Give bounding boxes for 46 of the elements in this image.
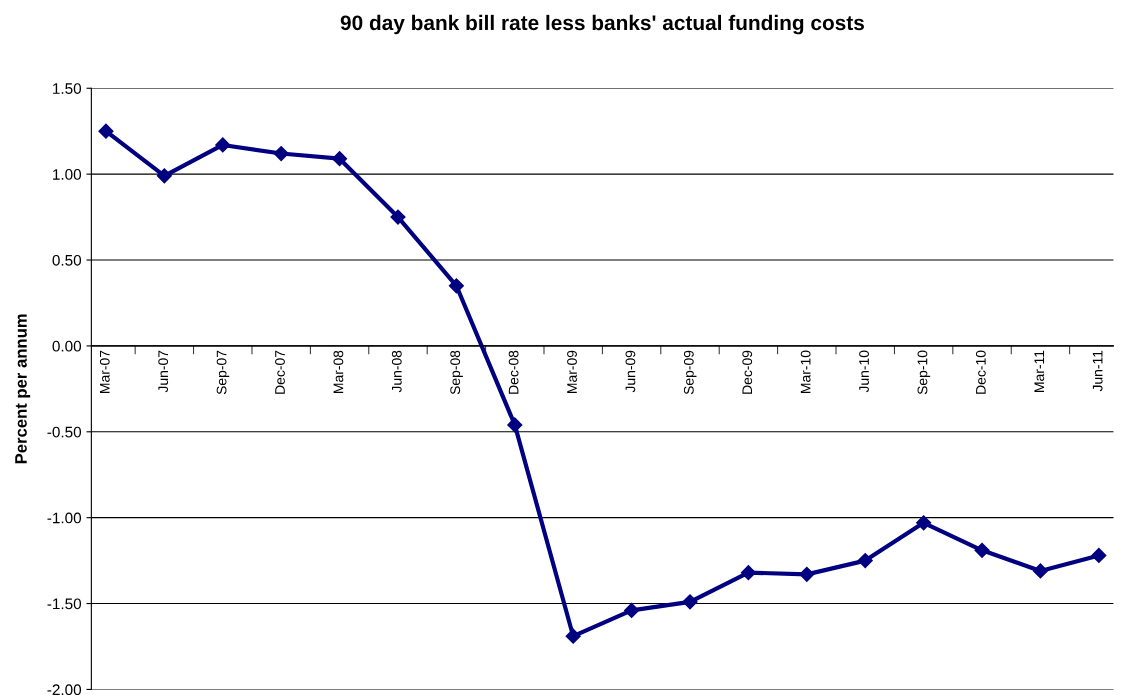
x-tick-label: Mar-07 [99, 350, 110, 393]
y-tick-label: 0.50 [52, 254, 82, 266]
x-tick-label: Sep-10 [917, 350, 931, 395]
point [448, 278, 464, 294]
point [507, 417, 523, 433]
point [916, 515, 932, 531]
x-tick-label: Sep-07 [216, 350, 230, 395]
x-tick-label: Jun-09 [625, 350, 636, 393]
y-tick-label: -2.00 [47, 684, 82, 695]
y-axis-title: Percent per annum [15, 314, 31, 464]
y-tick-label: 1.50 [53, 83, 82, 94]
point [390, 209, 406, 225]
y-tick-label: -0.50 [47, 426, 82, 438]
point [565, 628, 581, 644]
point [273, 145, 289, 162]
point [1032, 563, 1049, 579]
y-tick-label: -1.50 [47, 598, 82, 610]
point [624, 602, 640, 618]
y-tick-label: 0.00 [52, 340, 82, 352]
x-tick-label: Jun-07 [158, 350, 169, 393]
y-tick-label: 1.00 [53, 169, 82, 180]
x-tick-label: Mar-10 [800, 350, 811, 393]
point [740, 565, 756, 581]
x-tick-label: Dec-10 [975, 350, 986, 394]
point [857, 553, 873, 569]
point [98, 123, 114, 139]
x-tick-label: Mar-09 [567, 350, 577, 393]
x-tick-label: Dec-07 [275, 350, 285, 394]
chart-title: 90 day bank bill rate less banks' actual funding costs [340, 14, 864, 35]
x-tick-label: Sep-08 [450, 350, 463, 395]
x-tick-label: Dec-09 [742, 350, 753, 394]
x-tick-label: Jun-11 [1092, 350, 1103, 392]
point [974, 542, 990, 558]
x-tick-label: Mar-08 [333, 350, 344, 393]
y-tick-label: -1.00 [47, 512, 82, 524]
x-tick-label: Dec-08 [508, 350, 519, 394]
x-tick-label: Jun-10 [859, 350, 869, 393]
x-tick-label: Sep-09 [683, 350, 697, 395]
point [682, 594, 698, 610]
point [1091, 547, 1107, 564]
point [156, 168, 172, 184]
point [215, 137, 231, 153]
point [332, 151, 348, 167]
point [799, 566, 815, 582]
x-tick-label: Mar-11 [1034, 350, 1045, 392]
x-tick-label: Jun-08 [391, 350, 402, 393]
